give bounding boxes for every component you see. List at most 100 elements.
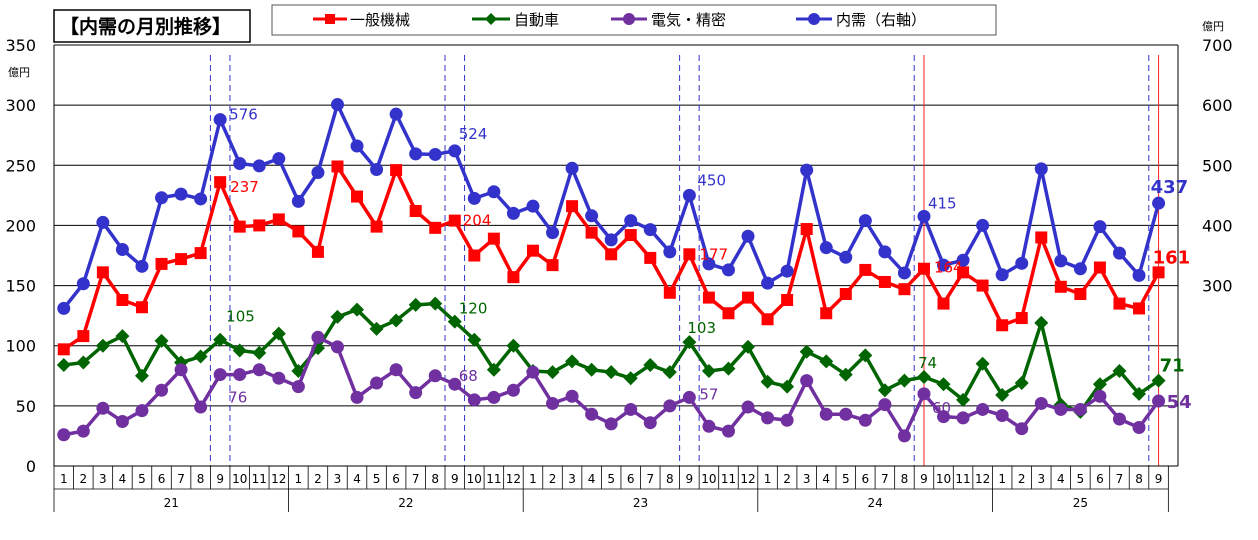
point-automobile (486, 362, 501, 377)
month-label: 5 (607, 472, 615, 486)
point-electric-precision (526, 365, 540, 379)
point-electric-precision (741, 400, 755, 414)
right-tick-label: 700 (1202, 36, 1233, 55)
point-electric-precision (135, 404, 149, 418)
point-electric-precision (1034, 396, 1048, 410)
point-electric-precision (291, 380, 305, 394)
point-electric-precision (467, 393, 481, 407)
point-general-machinery (702, 291, 715, 304)
month-label: 2 (314, 472, 322, 486)
point-domestic-demand (741, 229, 755, 243)
point-general-machinery (800, 223, 813, 236)
left-tick-label: 250 (5, 156, 36, 175)
point-automobile (56, 357, 71, 372)
point-automobile (838, 367, 853, 382)
data-label-automobile: 71 (1160, 356, 1185, 377)
point-domestic-demand (233, 156, 247, 170)
point-electric-precision (917, 387, 931, 401)
point-domestic-demand (115, 242, 129, 256)
point-automobile (369, 321, 384, 336)
legend: 一般機械 自動車 電気・精密 内需（右軸） (271, 4, 997, 36)
right-tick-label: 400 (1202, 216, 1233, 235)
legend-label-automobile: 自動車 (514, 11, 559, 29)
point-electric-precision (995, 408, 1009, 422)
point-automobile (877, 383, 892, 398)
month-label: 12 (975, 472, 990, 486)
point-electric-precision (878, 398, 892, 412)
point-electric-precision (956, 411, 970, 425)
point-general-machinery (585, 226, 598, 239)
point-domestic-demand (917, 209, 931, 223)
point-general-machinery (898, 283, 911, 296)
point-domestic-demand (389, 107, 403, 121)
point-general-machinery (429, 221, 442, 234)
legend-circle-marker (808, 13, 820, 25)
month-label: 2 (783, 472, 791, 486)
data-label-automobile: 74 (918, 354, 937, 372)
point-domestic-demand (506, 206, 520, 220)
left-tick-label: 50 (16, 397, 36, 416)
month-label: 9 (451, 472, 459, 486)
point-electric-precision (585, 407, 599, 421)
point-automobile (897, 373, 912, 388)
point-automobile (1034, 315, 1049, 330)
month-label: 12 (271, 472, 286, 486)
point-electric-precision (1152, 394, 1166, 408)
point-general-machinery (1015, 312, 1028, 325)
month-label: 4 (119, 472, 127, 486)
point-domestic-demand (995, 268, 1009, 282)
point-general-machinery (409, 204, 422, 217)
point-domestic-demand (311, 166, 325, 180)
month-label: 1 (295, 472, 303, 486)
point-electric-precision (819, 407, 833, 421)
month-label: 7 (412, 472, 420, 486)
point-automobile (193, 349, 208, 364)
point-electric-precision (389, 363, 403, 377)
point-electric-precision (1093, 389, 1107, 403)
point-general-machinery (937, 297, 950, 310)
annotations-layer: 576 237 105 76 524 204 120 68 450 177 103 57 415 164 7… (226, 106, 1191, 417)
point-general-machinery (448, 214, 461, 227)
data-label-general-machinery: 161 (1153, 247, 1191, 268)
point-electric-precision (565, 389, 579, 403)
month-label: 7 (881, 472, 889, 486)
point-general-machinery (155, 257, 168, 270)
month-label: 3 (1037, 472, 1045, 486)
point-general-machinery (976, 279, 989, 292)
point-automobile (643, 357, 658, 372)
point-domestic-demand (291, 194, 305, 208)
point-general-machinery (487, 232, 500, 245)
point-automobile (95, 338, 110, 353)
right-axis-unit: 億円 (1202, 20, 1224, 33)
point-automobile (565, 354, 580, 369)
legend-item-automobile: 自動車 (472, 11, 559, 29)
point-electric-precision (213, 368, 227, 382)
right-tick-label: 300 (1202, 277, 1233, 296)
point-electric-precision (57, 428, 71, 442)
point-automobile (682, 335, 697, 350)
legend-item-general-machinery: 一般機械 (313, 11, 410, 29)
point-domestic-demand (487, 185, 501, 199)
data-label-domestic-demand: 576 (229, 106, 258, 124)
point-general-machinery (96, 266, 109, 279)
point-electric-precision (272, 371, 286, 385)
point-automobile (858, 348, 873, 363)
month-label: 8 (431, 472, 439, 486)
point-automobile (1132, 386, 1147, 401)
point-automobile (975, 356, 990, 371)
point-general-machinery (722, 307, 735, 320)
point-electric-precision (409, 386, 423, 400)
series-layer (56, 98, 1166, 443)
point-domestic-demand (76, 277, 90, 291)
point-domestic-demand (585, 209, 599, 223)
point-automobile (428, 296, 443, 311)
point-domestic-demand (213, 113, 227, 127)
data-label-general-machinery: 177 (699, 245, 728, 263)
point-general-machinery (644, 251, 657, 264)
point-domestic-demand (330, 98, 344, 112)
point-domestic-demand (272, 152, 286, 166)
point-automobile (662, 365, 677, 380)
point-automobile (271, 326, 286, 341)
year-label: 25 (1073, 496, 1088, 510)
point-general-machinery (1152, 266, 1165, 279)
